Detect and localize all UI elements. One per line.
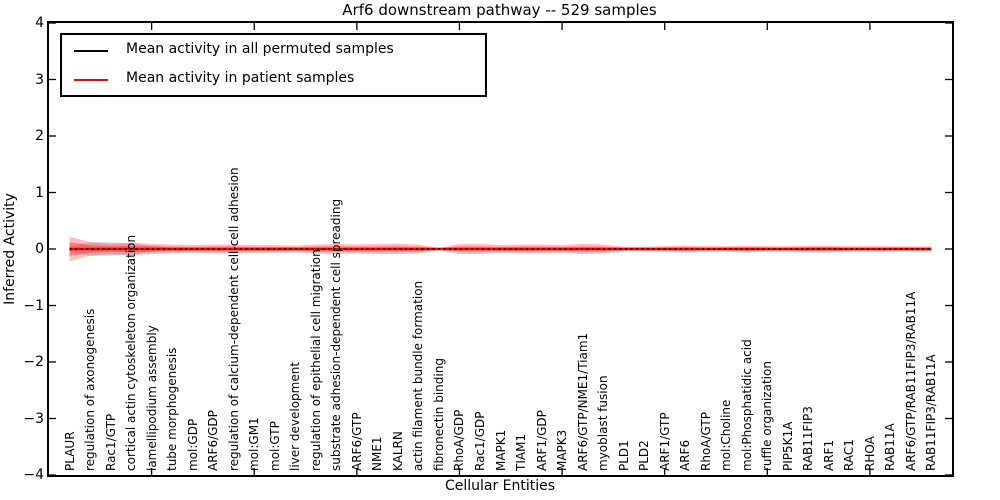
x-tick-label: ARF1/GTP [657, 412, 672, 471]
x-tick-label: ARF1 [821, 439, 836, 471]
legend-label: Mean activity in patient samples [126, 70, 355, 86]
x-tick-label: RAC1 [842, 439, 857, 471]
x-tick-label: ruffle organization [760, 361, 775, 471]
x-tick-label: TIAM1 [514, 433, 529, 471]
y-tick-label: 4 [35, 15, 44, 31]
x-tick-label: mol:Choline [719, 399, 734, 471]
x-tick-label: ARF6/GTP/RAB11FIP3/RAB11A [903, 291, 918, 471]
x-tick-label: regulation of epithelial cell migration [308, 249, 323, 471]
x-tick-label: ARF6/GDP [206, 410, 221, 471]
x-tick-label: PIP5K1A [780, 421, 795, 471]
x-tick-label: RhoA/GDP [452, 409, 467, 471]
x-tick-label: RHOA [862, 436, 877, 471]
x-tick-label: MAPK1 [493, 429, 508, 471]
x-tick-label: RAB11A [883, 423, 898, 471]
x-tick-label: ARF6/GTP [349, 412, 364, 471]
legend-line-black [74, 50, 108, 52]
y-tick-label: −4 [23, 467, 44, 483]
x-tick-label: RAB11FIP3/RAB11A [924, 354, 939, 471]
legend-item-permuted: Mean activity in all permuted samples [62, 37, 485, 65]
x-tick-label: RhoA/GTP [698, 412, 713, 471]
x-tick-label: myoblast fusion [596, 375, 611, 471]
x-tick-label: Rac1/GTP [103, 413, 118, 471]
x-tick-label: ARF1/GDP [534, 410, 549, 471]
x-tick-label: substrate adhesion-dependent cell spread… [329, 198, 344, 471]
x-tick-label: ARF6 [678, 439, 693, 471]
legend-line-red [74, 79, 108, 81]
y-tick-label: −1 [23, 297, 44, 314]
plot-area [47, 21, 954, 477]
y-tick-label: −3 [23, 410, 44, 427]
legend-label: Mean activity in all permuted samples [126, 41, 394, 57]
x-tick-label: regulation of axonogenesis [83, 308, 98, 471]
x-tick-label: ARF6/GTP/NME1/Tiam1 [575, 332, 590, 471]
x-tick-label: mol:GDP [185, 418, 200, 471]
x-tick-label: liver development [288, 361, 303, 471]
y-tick-label: 1 [35, 184, 44, 201]
x-tick-label: mol:GM1 [247, 417, 262, 471]
x-tick-label: PLD1 [616, 440, 631, 471]
x-tick-label: tube morphogenesis [165, 347, 180, 471]
x-tick-label: regulation of calcium-dependent cell-cel… [226, 167, 241, 471]
x-tick-label: MAPK3 [555, 429, 570, 471]
y-tick-label: 0 [35, 241, 44, 257]
x-tick-label: lamellipodium assembly [144, 325, 159, 471]
y-tick-label: −2 [23, 354, 44, 370]
chart-title: Arf6 downstream pathway -- 529 samples [342, 1, 657, 19]
x-tick-label: mol:Phosphatidic acid [739, 339, 754, 471]
y-tick-label: 2 [35, 128, 44, 144]
x-tick-label: cortical actin cytoskeleton organization [124, 234, 139, 471]
x-tick-label: actin filament bundle formation [411, 280, 426, 471]
x-tick-label: RAB11FIP3 [801, 406, 816, 471]
x-tick-label: KALRN [390, 431, 405, 471]
x-tick-label: fibronectin binding [431, 358, 446, 471]
x-tick-label: mol:GTP [267, 421, 282, 471]
x-axis-label: Cellular Entities [444, 478, 556, 494]
legend-item-patient: Mean activity in patient samples [62, 66, 485, 94]
legend: Mean activity in all permuted samples Me… [60, 33, 487, 97]
x-tick-label: NME1 [370, 436, 385, 471]
y-tick-label: 3 [35, 71, 44, 88]
x-tick-label: Rac1/GDP [472, 411, 487, 471]
x-tick-label: PLAUR [62, 431, 77, 471]
x-tick-label: PLD2 [637, 440, 652, 471]
plot-canvas [49, 23, 952, 475]
